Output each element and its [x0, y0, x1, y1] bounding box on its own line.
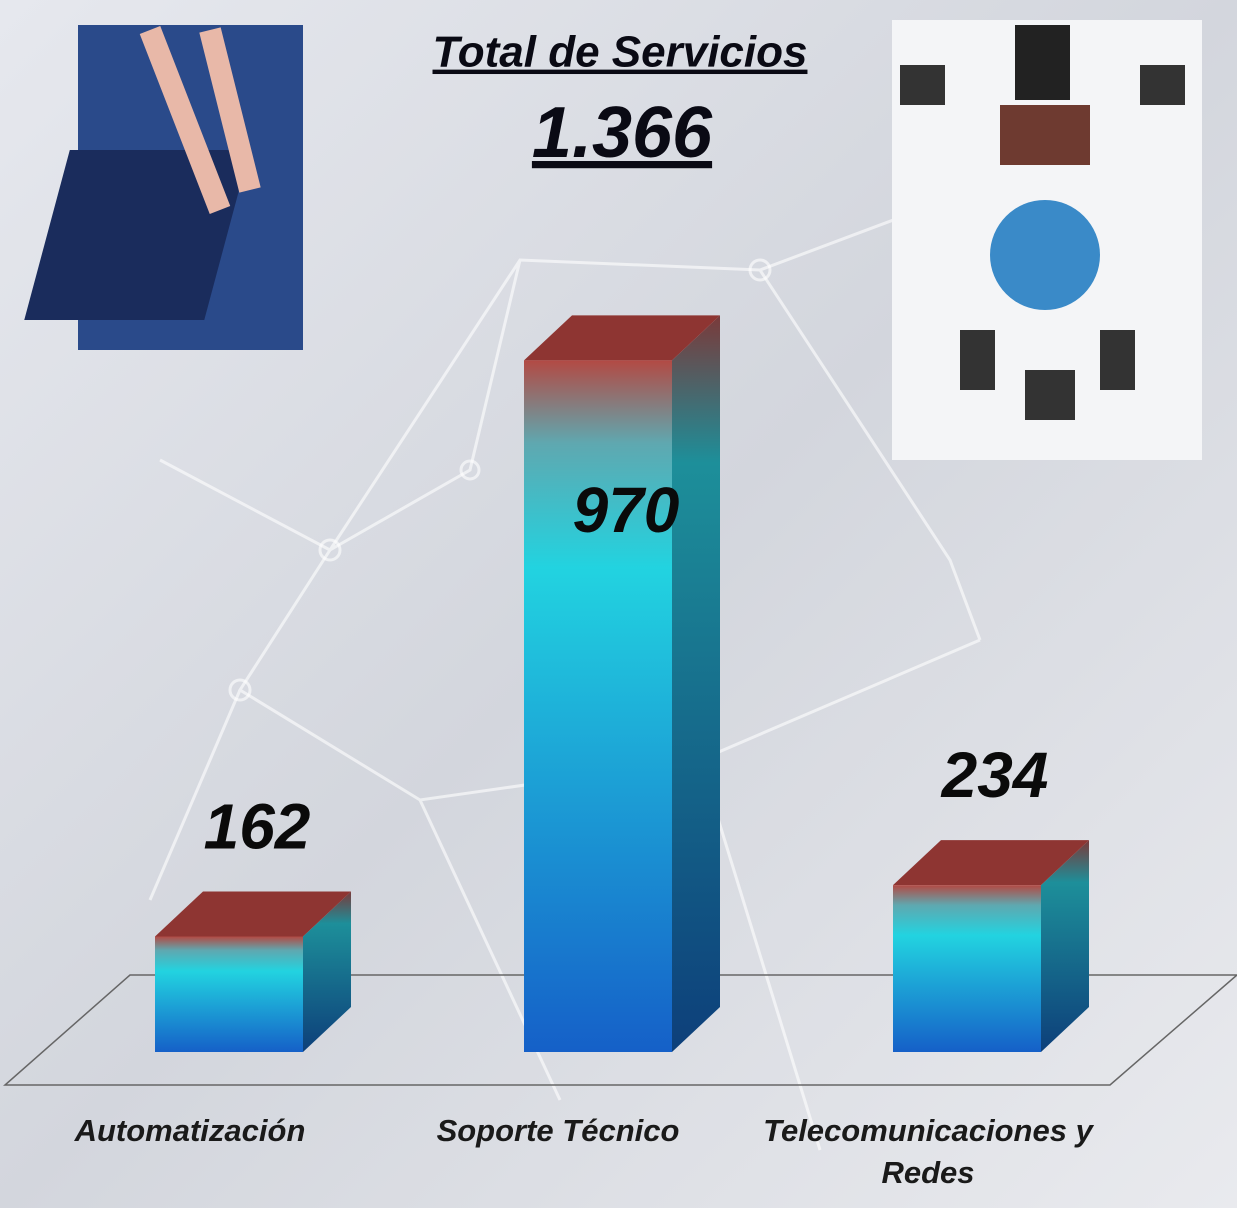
category-label: Telecomunicaciones y Redes [748, 1110, 1108, 1194]
chart-subtitle: 1.366 [532, 93, 713, 173]
bar [155, 936, 303, 1052]
value-label: 234 [941, 739, 1049, 811]
chart-title: Total de Servicios [433, 28, 808, 77]
bar-side [672, 315, 720, 1052]
chart-container: Total de Servicios 1.366 162 970 234 Autom… [0, 0, 1237, 1208]
bar [893, 885, 1041, 1052]
category-label: Soporte Técnico [378, 1110, 738, 1152]
page: Total de Servicios 1.366 162 970 234 Autom… [0, 0, 1237, 1208]
chart: Total de Servicios 1.366 162 970 234 [0, 0, 1237, 1208]
network-image [892, 20, 1202, 460]
value-label: 970 [573, 474, 680, 546]
bar [524, 360, 672, 1052]
value-label: 162 [204, 790, 311, 862]
category-label: Automatización [10, 1110, 370, 1152]
